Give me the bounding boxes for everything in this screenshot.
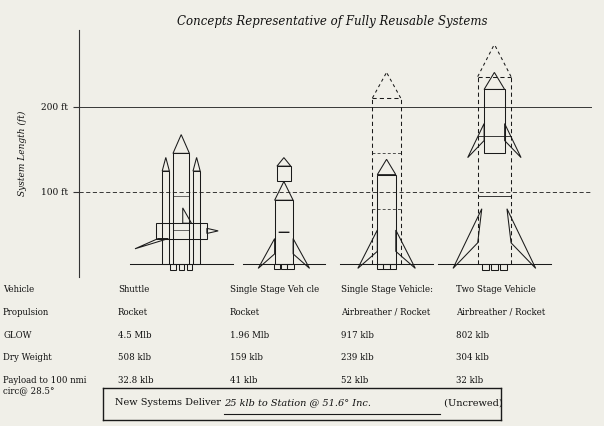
- Text: Airbreather / Rocket: Airbreather / Rocket: [341, 308, 431, 317]
- Bar: [173, 153, 190, 264]
- Bar: [277, 166, 291, 181]
- Text: 25 klb to Station @ 51.6° Inc.: 25 klb to Station @ 51.6° Inc.: [224, 398, 371, 408]
- Text: 508 klb: 508 klb: [118, 353, 151, 362]
- Text: Shuttle: Shuttle: [118, 285, 149, 294]
- Y-axis label: System Length (ft): System Length (ft): [18, 111, 27, 196]
- Text: 239 klb: 239 klb: [341, 353, 374, 362]
- Text: 159 klb: 159 klb: [230, 353, 262, 362]
- Text: 32 klb: 32 klb: [456, 376, 483, 385]
- Text: 304 klb: 304 klb: [456, 353, 489, 362]
- Bar: [384, 264, 390, 269]
- Text: Payload to 100 nmi
circ@ 28.5°: Payload to 100 nmi circ@ 28.5°: [3, 376, 86, 395]
- Text: Rocket: Rocket: [230, 308, 260, 317]
- Bar: [377, 264, 383, 269]
- Text: Concepts Representative of Fully Reusable Systems: Concepts Representative of Fully Reusabl…: [177, 15, 487, 28]
- Text: Dry Weight: Dry Weight: [3, 353, 52, 362]
- Bar: [187, 264, 192, 270]
- Bar: [491, 264, 498, 270]
- Text: Rocket: Rocket: [118, 308, 148, 317]
- Text: Vehicle: Vehicle: [3, 285, 34, 294]
- Bar: [378, 175, 396, 264]
- Text: (Uncrewed): (Uncrewed): [441, 398, 503, 408]
- Bar: [281, 264, 287, 269]
- Text: 32.8 klb: 32.8 klb: [118, 376, 153, 385]
- Bar: [274, 264, 280, 269]
- Bar: [156, 223, 207, 239]
- Bar: [162, 171, 169, 264]
- Text: GLOW: GLOW: [3, 331, 31, 340]
- Bar: [179, 264, 184, 270]
- Text: 917 klb: 917 klb: [341, 331, 374, 340]
- Bar: [288, 264, 294, 269]
- Bar: [484, 89, 505, 153]
- Text: 4.5 Mlb: 4.5 Mlb: [118, 331, 151, 340]
- Bar: [481, 264, 489, 270]
- Bar: [275, 200, 293, 264]
- Text: Two Stage Vehicle: Two Stage Vehicle: [456, 285, 536, 294]
- Text: 41 klb: 41 klb: [230, 376, 257, 385]
- Bar: [500, 264, 507, 270]
- Bar: [193, 171, 200, 264]
- Text: 52 klb: 52 klb: [341, 376, 368, 385]
- Text: New Systems Deliver: New Systems Deliver: [115, 398, 223, 408]
- Text: Single Stage Vehicle:: Single Stage Vehicle:: [341, 285, 433, 294]
- Text: Airbreather / Rocket: Airbreather / Rocket: [456, 308, 545, 317]
- Bar: [170, 264, 176, 270]
- Text: 1.96 Mlb: 1.96 Mlb: [230, 331, 269, 340]
- Text: Single Stage Veh cle: Single Stage Veh cle: [230, 285, 319, 294]
- Text: Propulsion: Propulsion: [3, 308, 50, 317]
- Text: 802 klb: 802 klb: [456, 331, 489, 340]
- Bar: [390, 264, 396, 269]
